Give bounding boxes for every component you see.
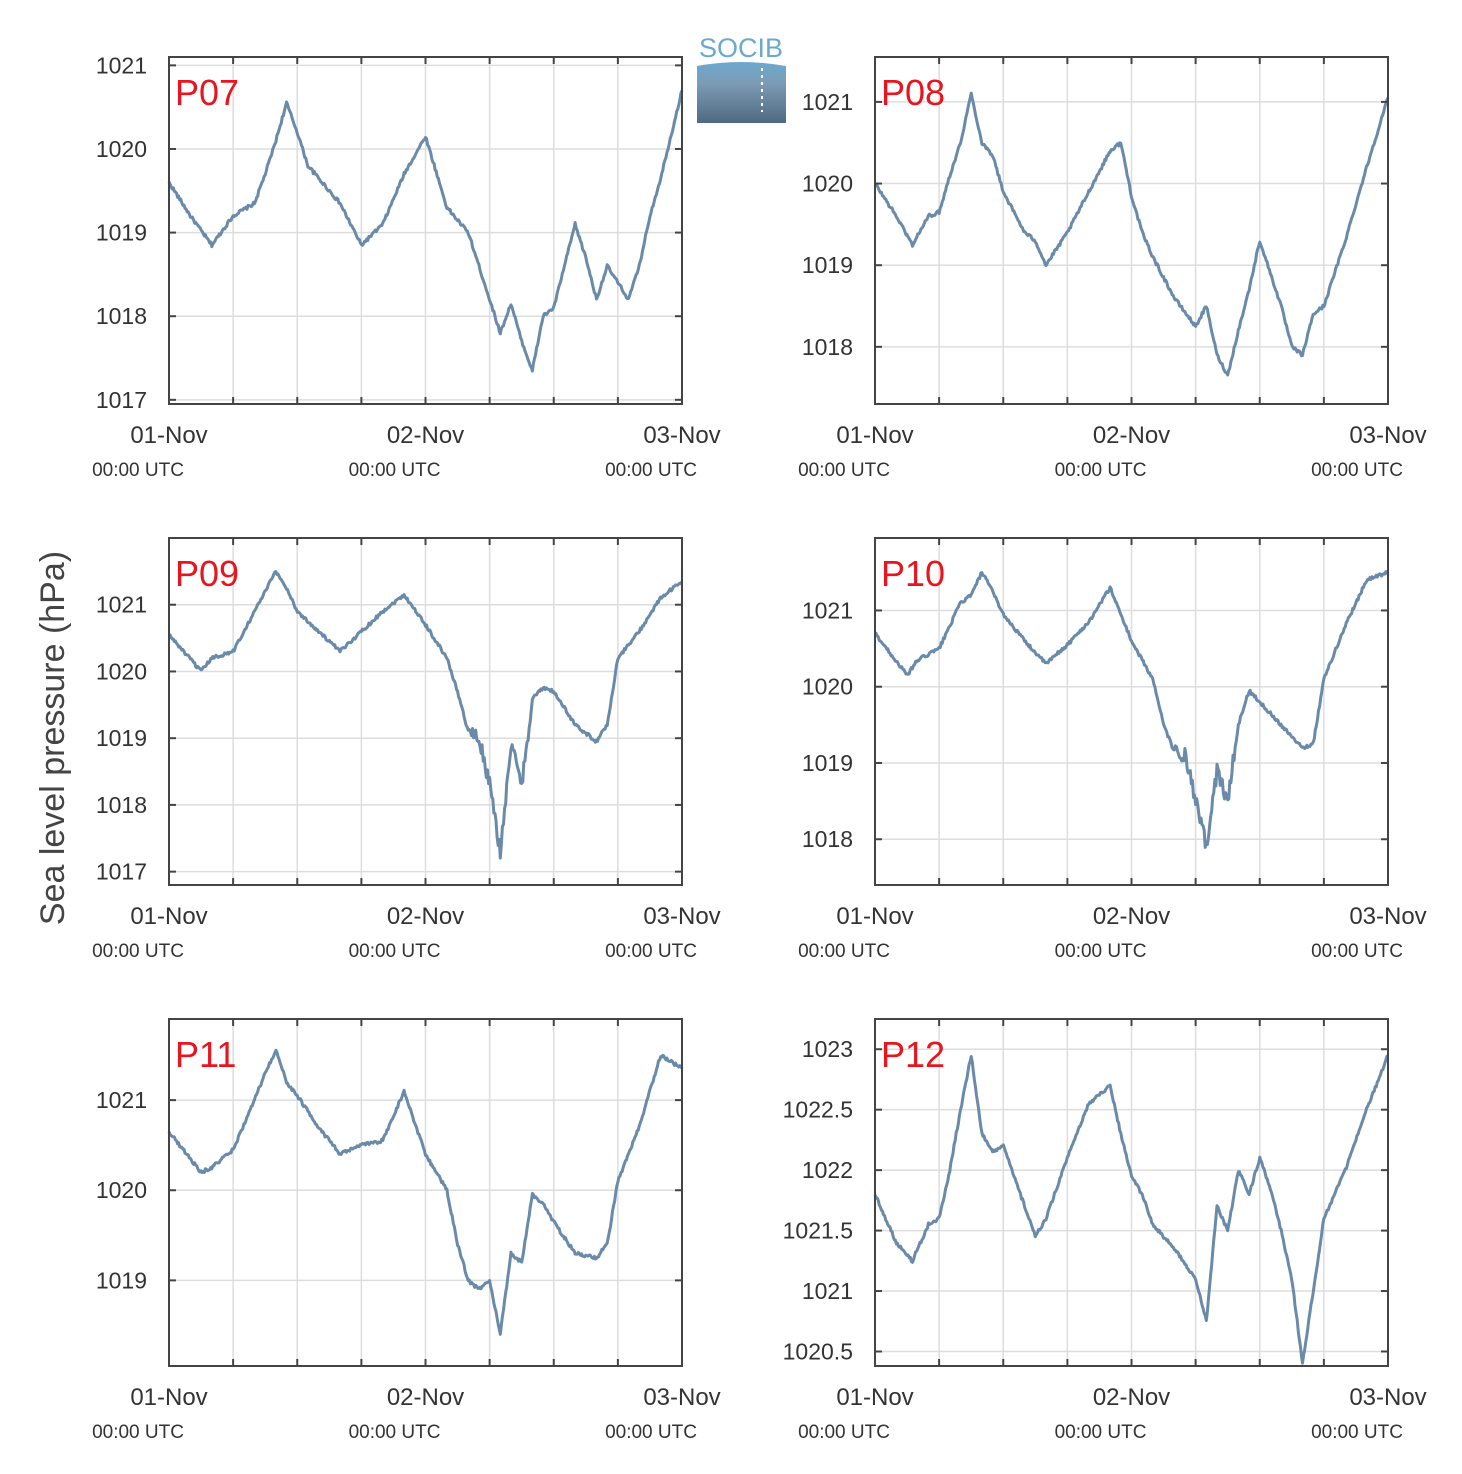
x-tick-label: 03-Nov (1349, 903, 1426, 930)
logo-text: SOCIB (699, 33, 783, 63)
x-tick-sublabel: 00:00 UTC (798, 941, 890, 962)
series-line (167, 89, 684, 373)
x-tick-label: 01-Nov (836, 903, 913, 930)
y-tick-label: 1019 (96, 725, 147, 751)
x-tick-sublabel: 00:00 UTC (1311, 941, 1403, 962)
x-tick-sublabel: 00:00 UTC (92, 460, 184, 481)
y-tick-label: 1017 (96, 387, 147, 413)
x-tick-label: 03-Nov (1349, 1384, 1426, 1411)
y-axis-label: Sea level pressure (hPa) (34, 551, 72, 925)
panel-label: P09 (175, 553, 239, 594)
series-line (874, 570, 1389, 849)
x-tick-sublabel: 00:00 UTC (605, 460, 697, 481)
x-tick-sublabel: 00:00 UTC (349, 1422, 441, 1443)
panel-label: P11 (175, 1034, 236, 1075)
panel-label: P12 (881, 1034, 945, 1075)
x-tick-label: 02-Nov (1093, 903, 1170, 930)
x-tick-label: 03-Nov (643, 1384, 720, 1411)
x-tick-label: 02-Nov (387, 903, 464, 930)
panel-p08: 1018 1019 1020 1021 01-Nov 00:00 UTC 02-Nov 00:… (798, 56, 1427, 481)
y-tick-label: 1022 (802, 1157, 853, 1183)
y-tick-label: 1019 (96, 220, 147, 246)
x-tick-sublabel: 00:00 UTC (1055, 1422, 1147, 1443)
logo-wave-block (697, 62, 786, 123)
x-tick-sublabel: 00:00 UTC (1055, 460, 1147, 481)
y-tick-label: 1023 (802, 1036, 853, 1062)
panel-p10: 1018 1019 1020 1021 01-Nov 00:00 UTC 02-Nov 00:… (798, 537, 1427, 962)
x-tick-sublabel: 00:00 UTC (605, 1422, 697, 1443)
y-tick-label: 1018 (96, 792, 147, 818)
y-tick-label: 1021 (96, 592, 147, 618)
y-tick-label: 1020 (802, 674, 853, 700)
panel-label: P10 (881, 553, 945, 594)
x-tick-sublabel: 00:00 UTC (605, 941, 697, 962)
x-tick-sublabel: 00:00 UTC (92, 941, 184, 962)
x-tick-label: 03-Nov (643, 903, 720, 930)
series-line (167, 1048, 684, 1336)
panel-label: P07 (175, 72, 239, 113)
y-tick-label: 1017 (96, 859, 147, 885)
y-tick-label: 1018 (96, 303, 147, 329)
y-tick-label: 1018 (802, 826, 853, 852)
x-tick-label: 01-Nov (836, 1384, 913, 1411)
x-tick-sublabel: 00:00 UTC (1311, 460, 1403, 481)
y-tick-label: 1019 (96, 1267, 147, 1293)
panel-p07: 1017 1018 1019 1020 1021 01-Nov 00:00 UTC 02-No… (92, 52, 721, 481)
y-tick-label: 1020 (802, 171, 853, 197)
y-tick-label: 1019 (802, 252, 853, 278)
x-tick-sublabel: 00:00 UTC (349, 941, 441, 962)
panel-p12: 1020.5 1021 1021.5 1022 1022.5 1023 01-Nov 00:0… (783, 1018, 1427, 1443)
x-tick-label: 01-Nov (836, 422, 913, 449)
x-tick-sublabel: 00:00 UTC (1055, 941, 1147, 962)
x-tick-label: 01-Nov (130, 1384, 207, 1411)
x-tick-sublabel: 00:00 UTC (798, 460, 890, 481)
x-tick-label: 01-Nov (130, 903, 207, 930)
y-tick-label: 1020.5 (783, 1338, 853, 1364)
y-tick-label: 1021 (802, 597, 853, 623)
y-tick-label: 1022.5 (783, 1097, 853, 1123)
x-tick-label: 01-Nov (130, 422, 207, 449)
x-tick-sublabel: 00:00 UTC (1311, 1422, 1403, 1443)
series-line (873, 1054, 1390, 1365)
y-tick-label: 1018 (802, 334, 853, 360)
y-tick-label: 1020 (96, 136, 147, 162)
x-tick-label: 02-Nov (1093, 1384, 1170, 1411)
y-tick-label: 1021.5 (783, 1218, 853, 1244)
x-tick-label: 03-Nov (1349, 422, 1426, 449)
x-tick-label: 03-Nov (643, 422, 720, 449)
x-tick-label: 02-Nov (387, 1384, 464, 1411)
panel-label: P08 (881, 72, 945, 113)
x-tick-sublabel: 00:00 UTC (798, 1422, 890, 1443)
y-tick-label: 1020 (96, 1177, 147, 1203)
x-tick-label: 02-Nov (387, 422, 464, 449)
y-tick-label: 1020 (96, 658, 147, 684)
panel-p09: 1017 1018 1019 1020 1021 01-Nov 00:00 UTC 02-No… (92, 537, 721, 962)
panel-p11: 1019 1020 1021 01-Nov 00:00 UTC 02-Nov 00:00 U… (92, 1018, 721, 1443)
series-line (168, 570, 684, 860)
y-tick-label: 1021 (802, 1278, 853, 1304)
y-tick-label: 1021 (96, 1087, 147, 1113)
y-tick-label: 1019 (802, 750, 853, 776)
socib-logo: SOCIB (697, 33, 786, 123)
y-tick-label: 1021 (96, 52, 147, 78)
series-line (873, 91, 1390, 377)
x-tick-label: 02-Nov (1093, 422, 1170, 449)
y-tick-label: 1021 (802, 89, 853, 115)
x-tick-sublabel: 00:00 UTC (92, 1422, 184, 1443)
x-tick-sublabel: 00:00 UTC (349, 460, 441, 481)
